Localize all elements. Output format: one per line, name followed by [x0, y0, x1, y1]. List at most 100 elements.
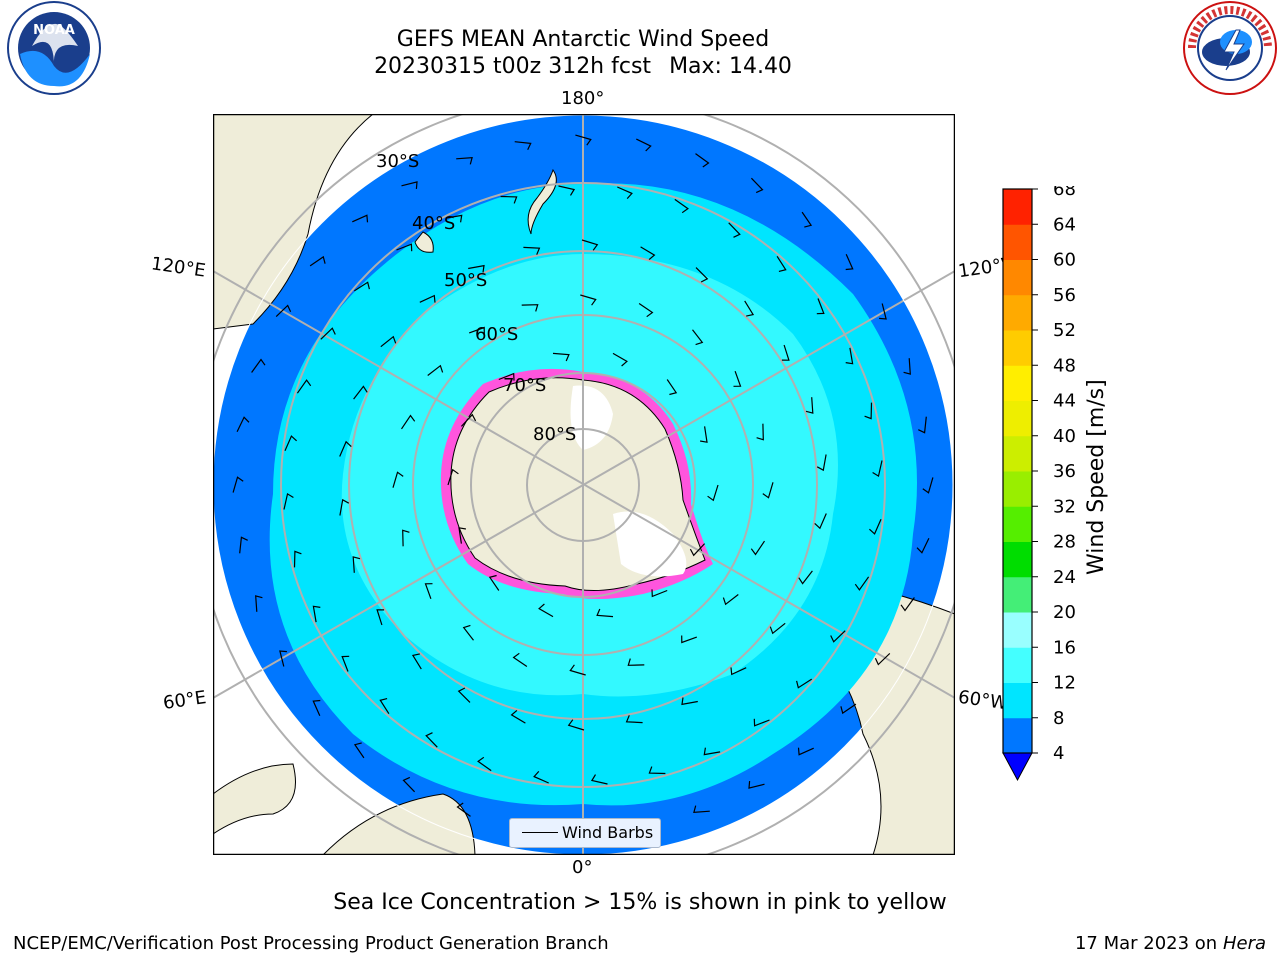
wind-barb	[922, 477, 934, 494]
wind-barb	[900, 597, 915, 612]
wind-barb	[309, 255, 326, 267]
colorbar-segment	[1003, 576, 1032, 613]
wind-barb	[521, 304, 539, 312]
wind-barb	[419, 294, 436, 303]
credit-text: NCEP/EMC/Verification Post Processing Pr…	[13, 933, 609, 954]
land-tasmania	[414, 231, 434, 253]
wind-barb	[232, 476, 244, 493]
lat-label-60s: 60°S	[475, 324, 519, 345]
wind-barb	[236, 416, 250, 432]
legend-label: Wind Barbs	[562, 823, 654, 842]
wind-barb	[769, 622, 786, 635]
wind-barb	[402, 529, 410, 547]
wind-barb	[460, 413, 477, 427]
map-title: GEFS MEAN Antarctic Wind Speed	[396, 27, 770, 52]
wind-barb	[879, 303, 887, 320]
colorbar-tick-label: 48	[1053, 355, 1076, 376]
wind-barb	[693, 805, 710, 813]
lon-label-60e: 60°E	[161, 687, 208, 714]
colorbar-segment	[1003, 612, 1032, 648]
wind-barb	[523, 246, 541, 255]
wind-barb	[617, 186, 633, 200]
wind-barb	[581, 239, 599, 251]
wind-barb	[488, 574, 500, 591]
wind-barb	[596, 608, 614, 618]
wind-barb	[312, 605, 321, 623]
wind-barb	[781, 344, 790, 361]
wind-barb	[699, 426, 708, 443]
colorbar-segment	[1003, 294, 1032, 331]
colorbar-tick-label: 32	[1053, 496, 1076, 517]
graticule	[213, 114, 955, 855]
wind-barb	[681, 635, 698, 644]
colorbar-tick-label: 36	[1053, 461, 1076, 482]
lat-label-30s: 30°S	[376, 151, 420, 172]
wind-barb	[918, 416, 927, 434]
wind-barb	[339, 440, 352, 457]
wind-barb	[707, 484, 719, 502]
colorbar-segment	[1003, 330, 1032, 366]
wind-barb	[341, 655, 350, 672]
colorbar-tick-label: 16	[1053, 637, 1076, 658]
wind-barb	[447, 468, 459, 486]
lon-label-0: 0°	[572, 857, 593, 878]
wind-barb	[864, 402, 873, 420]
colorbar-tick-label: 4	[1053, 743, 1064, 764]
wind-barb	[468, 326, 485, 335]
wind-barb	[353, 385, 368, 400]
wind-barb	[640, 246, 656, 261]
host-name: Hera	[1222, 933, 1266, 954]
wind-barb	[612, 352, 628, 367]
wind-barb	[456, 802, 471, 817]
colorbar-segment	[1003, 400, 1032, 437]
wind-barb	[625, 715, 643, 724]
wind-barb	[651, 589, 668, 598]
wind-barb	[458, 527, 467, 544]
sea-ice-note: Sea Ice Concentration > 15% is shown in …	[333, 890, 947, 915]
forecast-label: 20230315 t00z 312h fcst	[374, 54, 652, 79]
wind-barb	[722, 594, 739, 606]
wind-barb	[251, 358, 266, 373]
wind-barb	[569, 664, 586, 676]
wind-barb	[320, 327, 336, 340]
wind-barb	[477, 756, 492, 772]
wind-barb	[845, 347, 854, 365]
wind-barb	[353, 281, 370, 292]
wind-barb	[427, 364, 444, 376]
wind-barb	[703, 747, 721, 756]
colorbar-tick-label: 28	[1053, 532, 1076, 553]
wind-barb	[695, 267, 709, 283]
wind-barb	[353, 742, 365, 759]
wind-barb	[840, 703, 857, 715]
colorbar-segment	[1003, 189, 1032, 225]
colorbar-tick-label: 12	[1053, 673, 1076, 694]
noaa-logo: NOAA	[7, 1, 101, 95]
wind-barb	[666, 379, 678, 396]
wind-barb	[567, 719, 585, 731]
wind-barb	[411, 653, 422, 670]
wind-barb	[514, 141, 532, 150]
wind-barb	[797, 747, 814, 756]
lon-label-180: 180°	[561, 88, 605, 109]
wind-barb	[379, 698, 390, 715]
lat-label-80s: 80°S	[533, 424, 577, 445]
wind-barb	[552, 352, 570, 362]
wind-barb	[762, 482, 774, 499]
colorbar-segment	[1003, 717, 1032, 754]
wind-barb	[376, 609, 385, 626]
colorbar-tick-label: 68	[1053, 186, 1076, 200]
wind-barb	[312, 699, 321, 716]
wind-barb	[279, 650, 287, 667]
wind-barb	[456, 157, 473, 165]
colorbar-tick-label: 44	[1053, 391, 1076, 412]
wind-barb	[239, 536, 248, 554]
lat-label-50s: 50°S	[444, 270, 488, 291]
wind-barb	[798, 570, 813, 585]
colorbar-segment	[1003, 435, 1032, 472]
colorbar-tick-label: 8	[1053, 708, 1064, 729]
colorbar-tick-label: 40	[1053, 426, 1076, 447]
land-australia	[213, 114, 374, 330]
wind-barb	[558, 185, 576, 196]
wind-barb	[692, 329, 704, 346]
wind-barb	[498, 372, 515, 381]
